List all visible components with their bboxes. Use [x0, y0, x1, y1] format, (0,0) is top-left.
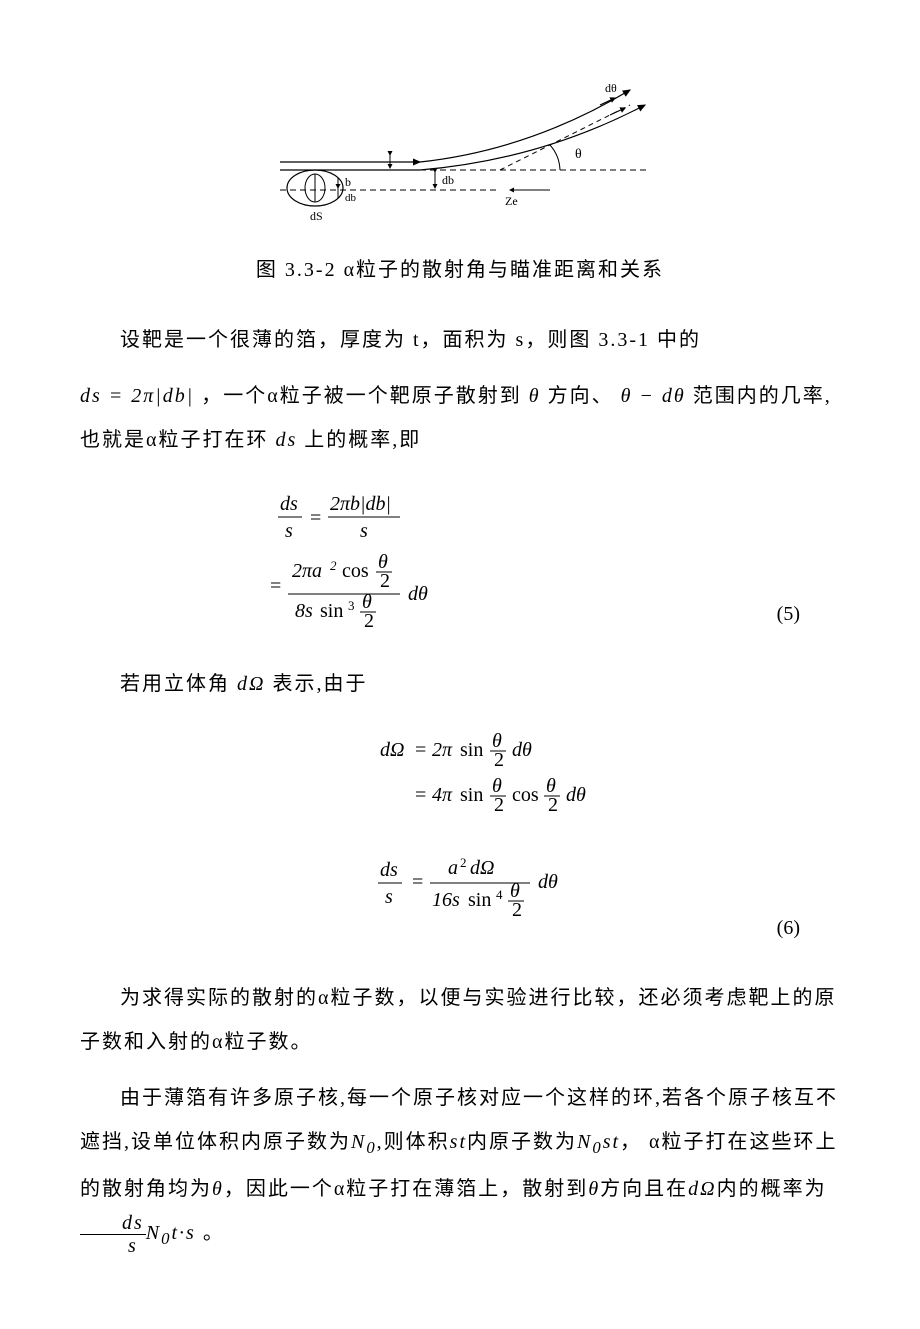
inline-theta-dtheta: θ − dθ [621, 385, 686, 407]
svg-text:2π: 2π [432, 739, 453, 761]
svg-text:dθ: dθ [408, 583, 428, 605]
inline-N0: N0 [351, 1131, 377, 1153]
svg-text:2: 2 [494, 794, 504, 816]
svg-text:sin: sin [460, 739, 483, 761]
p4-g: 内的概率为 [717, 1178, 827, 1200]
svg-text:8s: 8s [295, 600, 313, 622]
p4-b: ,则体积 [377, 1131, 450, 1153]
eq6-number: (6) [777, 910, 800, 946]
para-2: 若用立体角 dΩ 表示,由于 [80, 662, 840, 706]
svg-text:sin: sin [320, 600, 343, 622]
equation-5: ds s = 2πb|db| s = 2πa 2 cos θ 2 8s sin … [80, 482, 840, 642]
svg-text:2: 2 [494, 749, 504, 771]
svg-text:2πa: 2πa [292, 560, 322, 582]
p2-b: 表示,由于 [272, 673, 367, 695]
p4-h: 。 [196, 1222, 225, 1244]
svg-text:dΩ: dΩ [380, 739, 404, 761]
svg-text:4: 4 [496, 887, 503, 902]
p2-a: 若用立体角 [120, 673, 230, 695]
svg-text:a: a [448, 857, 458, 879]
inline-theta3: θ [588, 1178, 600, 1200]
inline-prob2: N0t·s [146, 1222, 196, 1244]
svg-text:=: = [415, 739, 426, 761]
svg-text:dΩ: dΩ [470, 857, 494, 879]
equation-6: dΩ = 2π sin θ 2 dθ = 4π sin θ 2 cos θ 2 … [80, 726, 840, 956]
svg-text:=: = [415, 784, 426, 806]
theta-label: θ [575, 147, 582, 162]
inline-dOmega2: dΩ [688, 1178, 716, 1200]
p1-b: ，一个α粒子被一个靶原子散射到 [201, 385, 521, 407]
ze-label: Ze [505, 194, 518, 208]
p4-e: ，因此一个α粒子打在薄箔上，散射到 [224, 1178, 588, 1200]
svg-text:sin: sin [460, 784, 483, 806]
svg-text:=: = [310, 507, 321, 529]
inline-st: st [450, 1131, 467, 1153]
svg-text:2: 2 [512, 899, 522, 921]
p1-e: 上的概率,即 [304, 429, 421, 451]
inline-dOmega: dΩ [237, 673, 265, 695]
svg-text:dθ: dθ [538, 871, 558, 893]
inline-N0st: N0st [577, 1131, 620, 1153]
svg-text:=: = [412, 871, 423, 893]
inline-prob: dss [80, 1212, 146, 1257]
svg-text:2: 2 [460, 855, 467, 870]
figure-caption: 图 3.3-2 α粒子的散射角与瞄准距离和关系 [80, 252, 840, 288]
svg-text:sin: sin [468, 889, 491, 911]
scattering-figure: θ dθ b db db dS Ze [80, 60, 840, 242]
svg-text:2: 2 [380, 570, 390, 592]
para-1: 设靶是一个很薄的箔，厚度为 t，面积为 s，则图 3.3-1 中的 [80, 318, 840, 362]
b-label: b [345, 175, 351, 189]
svg-text:2: 2 [330, 558, 337, 573]
svg-text:ds: ds [280, 493, 298, 515]
svg-text:ds: ds [380, 859, 398, 881]
p1-c: 方向、 [548, 385, 614, 407]
p4-f: 方向且在 [600, 1178, 688, 1200]
svg-text:2: 2 [364, 610, 374, 632]
eq5-number: (5) [777, 596, 800, 632]
inline-ds: ds [275, 429, 297, 451]
inline-ds2pidb: ds = 2π|db| [80, 385, 194, 407]
svg-text:2: 2 [548, 794, 558, 816]
svg-text:dθ: dθ [512, 739, 532, 761]
dtheta-label: dθ [605, 81, 617, 95]
inline-theta2: θ [212, 1178, 224, 1200]
svg-text:=: = [270, 575, 281, 597]
svg-text:4π: 4π [432, 784, 453, 806]
scattering-svg: θ dθ b db db dS Ze [250, 60, 670, 230]
p1-a: 设靶是一个很薄的箔，厚度为 t，面积为 s，则图 3.3-1 中的 [120, 329, 701, 351]
svg-text:s: s [385, 886, 393, 908]
svg-text:cos: cos [342, 560, 369, 582]
p4-c: 内原子数为 [467, 1131, 577, 1153]
para-4: 由于薄箔有许多原子核,每一个原子核对应一个这样的环,若各个原子核互不遮挡,设单位… [80, 1076, 840, 1257]
svg-text:s: s [360, 520, 368, 542]
db-label: db [442, 173, 454, 187]
svg-text:cos: cos [512, 784, 539, 806]
svg-text:s: s [285, 520, 293, 542]
para-1-cont: ds = 2π|db| ，一个α粒子被一个靶原子散射到 θ 方向、 θ − dθ… [80, 374, 840, 462]
para-3: 为求得实际的散射的α粒子数，以便与实验进行比较，还必须考虑靶上的原子数和入射的α… [80, 976, 840, 1064]
inline-theta: θ [529, 385, 541, 407]
svg-text:16s: 16s [432, 889, 460, 911]
svg-text:dθ: dθ [566, 784, 586, 806]
ds-label: dS [310, 209, 323, 223]
svg-text:3: 3 [348, 598, 355, 613]
svg-text:2πb|db|: 2πb|db| [330, 493, 391, 515]
db-side-label: db [345, 192, 357, 204]
